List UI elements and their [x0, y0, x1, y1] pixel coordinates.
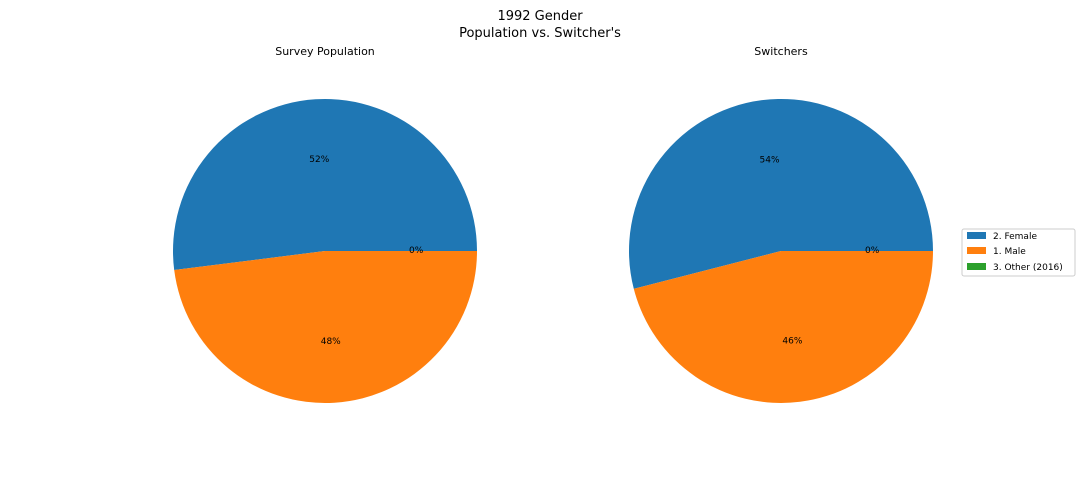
pie-value-label-switchers-1-male: 46%: [782, 336, 802, 346]
pie-chart-switchers: Switchers 54% 46% 0%: [629, 45, 933, 403]
pie-value-label-switchers-2-female: 54%: [760, 156, 780, 166]
pie-value-label-switchers-3-other-2016: 0%: [865, 246, 880, 256]
pie-slice-survey-population-2-female: [173, 98, 477, 271]
figure-title-line-2: Population vs. Switcher's: [459, 26, 621, 41]
pie-slice-switchers-1-male: [633, 251, 933, 403]
pie-title-survey-population: Survey Population: [275, 45, 375, 58]
pie-slice-survey-population-1-male: [174, 251, 477, 403]
figure-title-line-1: 1992 Gender: [497, 9, 583, 24]
pie-value-label-survey-population-2-female: 52%: [309, 155, 329, 165]
pie-slice-switchers-2-female: [629, 98, 933, 289]
pie-value-label-survey-population-1-male: 48%: [321, 337, 341, 347]
pie-title-switchers: Switchers: [754, 45, 808, 58]
legend-swatch-female: [967, 232, 986, 239]
pie-labels-switchers: 54% 46% 0%: [760, 156, 880, 347]
legend: 2. Female 1. Male 3. Other (2016): [961, 228, 1076, 277]
pie-chart-survey-population: Survey Population 52% 48% 0%: [173, 45, 477, 403]
legend-frame: [961, 228, 1076, 277]
pie-slices-survey-population: [173, 98, 477, 403]
legend-label-male: 1. Male: [993, 247, 1026, 257]
legend-label-female: 2. Female: [993, 232, 1037, 242]
legend-swatch-other: [967, 263, 986, 270]
pie-slices-switchers: [629, 98, 933, 403]
legend-label-other: 3. Other (2016): [993, 263, 1063, 273]
pie-labels-survey-population: 52% 48% 0%: [309, 155, 424, 347]
legend-swatch-male: [967, 247, 986, 254]
pie-value-label-survey-population-3-other-2016: 0%: [409, 246, 424, 256]
